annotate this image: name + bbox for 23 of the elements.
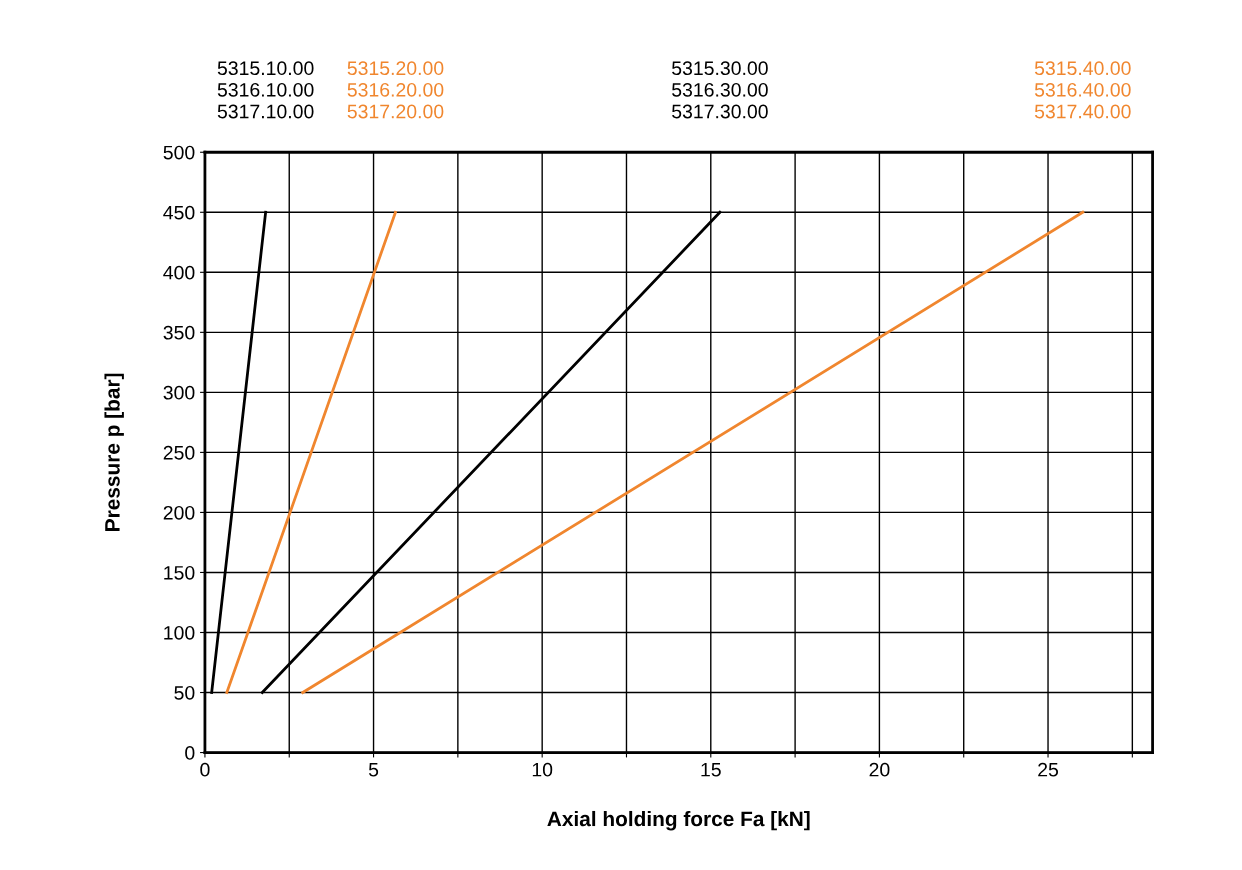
y-tick-label: 150 bbox=[164, 565, 195, 580]
y-axis-title: Pressure p [bar] bbox=[104, 373, 124, 531]
text: 5315.20.00 5316.20.00 5317.20.00 bbox=[347, 61, 444, 119]
y-tick-label: 400 bbox=[163, 265, 195, 280]
x-tick-label: 25 bbox=[1038, 762, 1059, 777]
y-tick-label: 200 bbox=[163, 505, 195, 520]
y-tick-label: 300 bbox=[163, 385, 195, 400]
x-tick-label: 5 bbox=[368, 762, 379, 777]
y-tick-label: 50 bbox=[174, 685, 195, 700]
y-tick-label: 250 bbox=[163, 445, 195, 460]
x-tick-label: 20 bbox=[869, 762, 890, 777]
text: 5315.40.00 5316.40.00 5317.40.00 bbox=[1034, 61, 1131, 119]
text: 5315.10.00 5316.10.00 5317.10.00 bbox=[217, 61, 314, 119]
y-tick-label: 0 bbox=[185, 746, 195, 760]
x-axis-title: Axial holding force Fa [kN] bbox=[547, 810, 810, 831]
text: 5315.30.00 5316.30.00 5317.30.00 bbox=[672, 61, 768, 119]
x-tick-label: 0 bbox=[200, 762, 210, 777]
x-tick-label: 15 bbox=[701, 762, 721, 777]
y-tick-label: 450 bbox=[163, 205, 195, 220]
x-tick-label: 10 bbox=[532, 762, 553, 777]
y-tick-label: 100 bbox=[164, 625, 195, 640]
y-tick-label: 350 bbox=[163, 325, 195, 340]
y-tick-label: 500 bbox=[163, 145, 195, 160]
